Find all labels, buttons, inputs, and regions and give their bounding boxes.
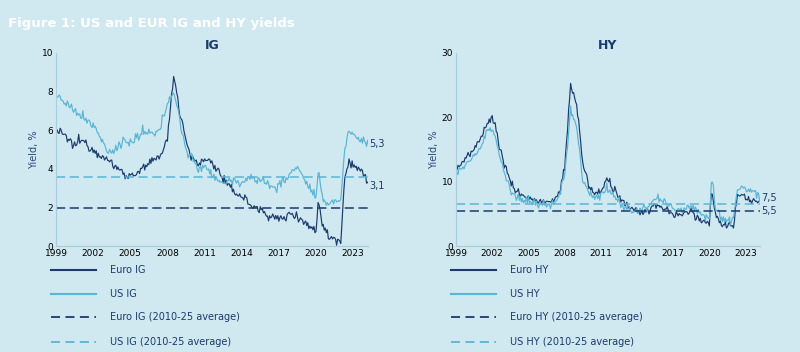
Text: Figure 1: US and EUR IG and HY yields: Figure 1: US and EUR IG and HY yields <box>8 17 294 30</box>
Text: US HY (2010-25 average): US HY (2010-25 average) <box>510 337 634 347</box>
Title: HY: HY <box>598 39 618 52</box>
Text: 5,3: 5,3 <box>370 139 385 149</box>
Y-axis label: Yield, %: Yield, % <box>29 130 39 169</box>
Text: 7,5: 7,5 <box>762 193 777 203</box>
Text: US IG (2010-25 average): US IG (2010-25 average) <box>110 337 231 347</box>
Text: 5,5: 5,5 <box>762 206 777 216</box>
Text: US HY: US HY <box>510 289 540 299</box>
Text: US IG: US IG <box>110 289 137 299</box>
Text: Euro IG (2010-25 average): Euro IG (2010-25 average) <box>110 312 240 322</box>
Title: IG: IG <box>205 39 219 52</box>
Text: Euro HY: Euro HY <box>510 265 549 275</box>
Text: Euro IG: Euro IG <box>110 265 146 275</box>
Text: 3,1: 3,1 <box>370 181 385 191</box>
Y-axis label: Yield, %: Yield, % <box>429 130 439 169</box>
Text: Euro HY (2010-25 average): Euro HY (2010-25 average) <box>510 312 643 322</box>
